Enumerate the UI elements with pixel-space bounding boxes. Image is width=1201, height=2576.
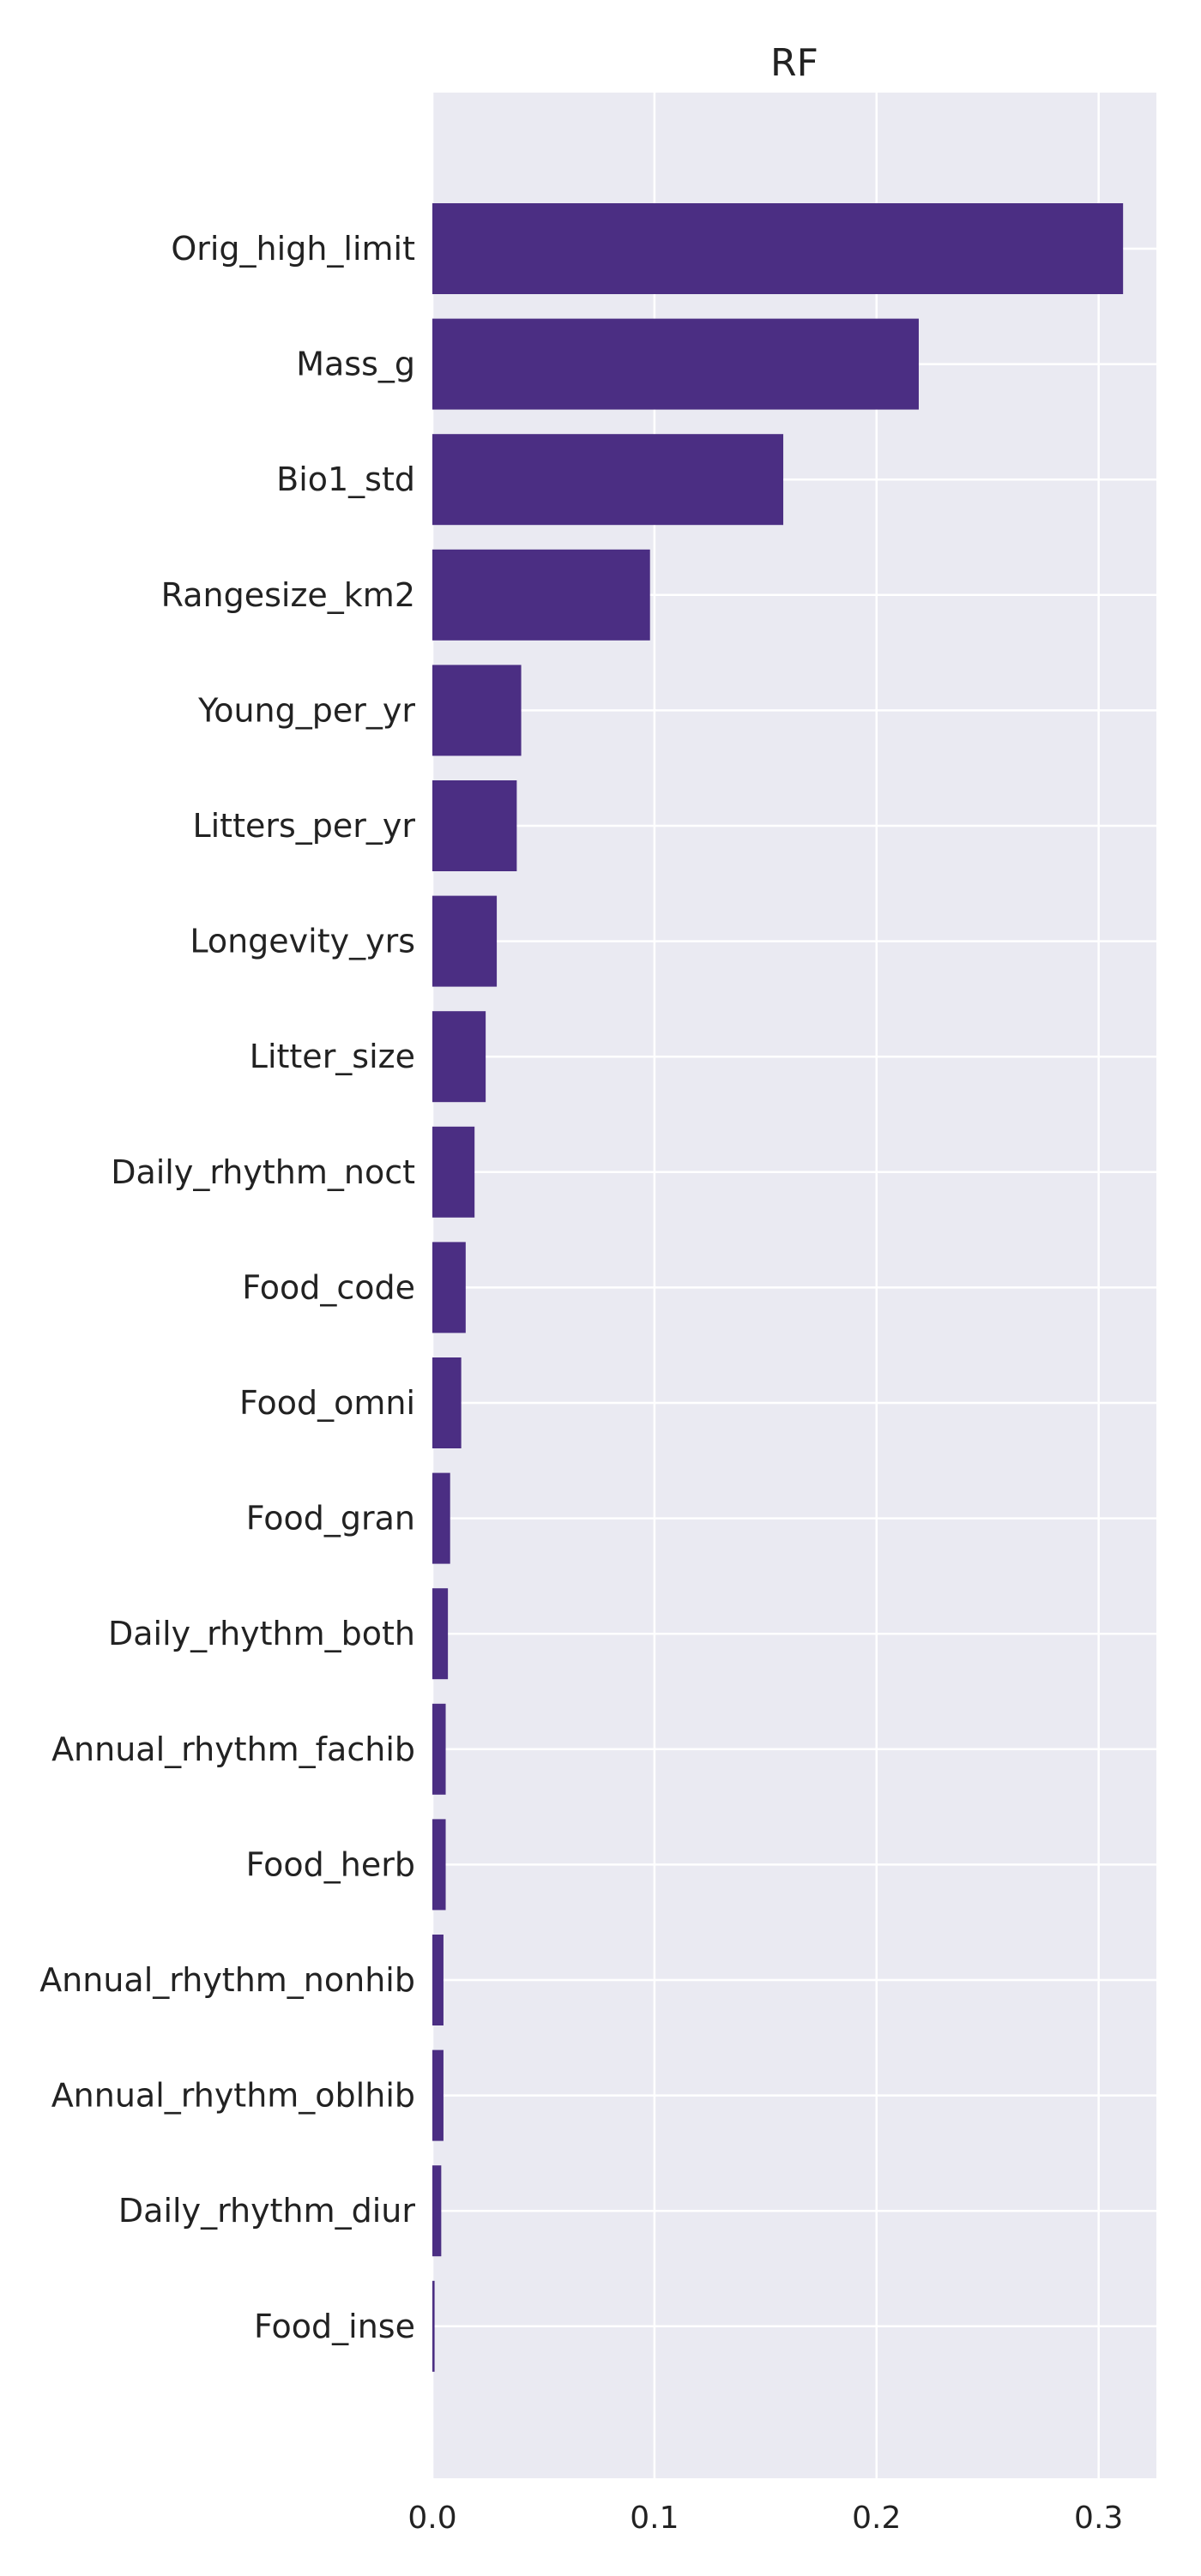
category-label: Orig_high_limit — [171, 230, 415, 268]
category-label: Annual_rhythm_nonhib — [39, 1961, 415, 1999]
category-label: Food_code — [242, 1268, 415, 1306]
bar-food-herb — [432, 1819, 446, 1911]
bars — [432, 203, 1124, 2372]
category-label: Annual_rhythm_fachib — [51, 1730, 415, 1768]
category-label: Longevity_yrs — [190, 923, 415, 960]
category-label: Daily_rhythm_diur — [118, 2192, 415, 2230]
category-label: Food_inse — [254, 2308, 415, 2345]
category-label: Mass_g — [296, 346, 415, 383]
category-label: Bio1_std — [276, 460, 415, 498]
bar-litter-size — [432, 1011, 486, 1103]
category-label: Annual_rhythm_oblhib — [51, 2077, 415, 2115]
bar-orig-high-limit — [432, 203, 1124, 294]
bar-annual-rhythm-oblhib — [432, 2049, 444, 2141]
bar-food-omni — [432, 1357, 462, 1448]
bar-annual-rhythm-nonhib — [432, 1935, 444, 2025]
bar-daily-rhythm-diur — [432, 2165, 442, 2257]
x-tick-label: 0.1 — [630, 2501, 679, 2536]
category-label: Food_herb — [246, 1845, 415, 1883]
bar-mass-g — [432, 318, 919, 410]
category-label: Daily_rhythm_both — [108, 1615, 415, 1652]
chart-title: RF — [770, 41, 818, 85]
bar-litters-per-yr — [432, 780, 517, 871]
category-label: Litters_per_yr — [192, 807, 415, 845]
x-tick-label: 0.2 — [852, 2501, 901, 2536]
bar-bio1-std — [432, 434, 784, 526]
bar-food-gran — [432, 1472, 450, 1564]
bar-daily-rhythm-both — [432, 1588, 449, 1680]
x-tick-labels: 0.0 0.1 0.2 0.3 — [407, 2501, 1123, 2536]
category-label: Food_gran — [246, 1500, 415, 1538]
bar-food-code — [432, 1242, 466, 1333]
bar-longevity-yrs — [432, 895, 498, 987]
bar-daily-rhythm-noct — [432, 1126, 475, 1218]
bar-young-per-yr — [432, 665, 522, 756]
bar-annual-rhythm-fachib — [432, 1703, 446, 1795]
x-tick-label: 0.3 — [1074, 2501, 1123, 2536]
category-label: Rangesize_km2 — [161, 576, 415, 614]
category-label: Food_omni — [239, 1384, 415, 1422]
category-label: Daily_rhythm_noct — [111, 1153, 415, 1191]
category-labels: Orig_high_limit Mass_g Bio1_std Rangesize_k… — [39, 230, 415, 2345]
x-tick-label: 0.0 — [407, 2501, 456, 2536]
bar-rangesize-km2 — [432, 549, 650, 641]
bar-food-inse — [432, 2280, 435, 2372]
category-label: Young_per_yr — [197, 691, 415, 729]
category-label: Litter_size — [250, 1038, 415, 1075]
